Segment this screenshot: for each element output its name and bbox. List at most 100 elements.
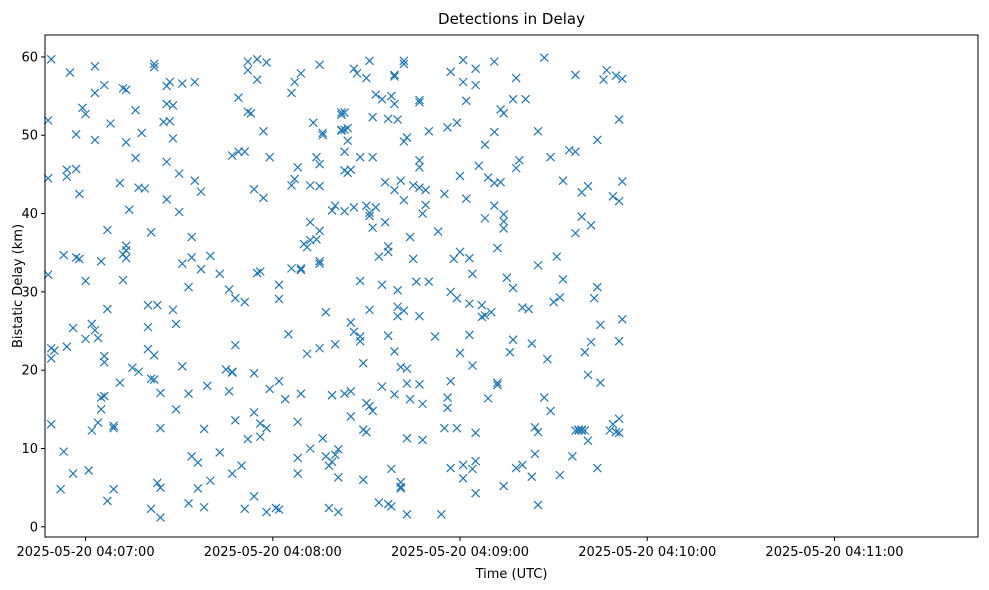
scatter-point <box>143 300 153 310</box>
scatter-point <box>443 403 452 413</box>
scatter-point <box>87 319 97 329</box>
scatter-point <box>474 161 484 171</box>
scatter-point <box>262 57 271 67</box>
scatter-point <box>78 103 87 113</box>
scatter-point <box>355 332 365 341</box>
scatter-point <box>87 426 97 435</box>
chart-title: Detections in Delay <box>438 10 585 28</box>
scatter-point <box>405 394 415 404</box>
scatter-point <box>415 97 424 107</box>
scatter-point <box>321 307 331 317</box>
scatter-point <box>527 339 537 348</box>
scatter-point <box>458 473 468 483</box>
scatter-point <box>174 207 184 217</box>
scatter-point <box>65 68 75 78</box>
scatter-point <box>337 126 346 135</box>
scatter-point <box>533 500 543 510</box>
scatter-point <box>390 185 399 195</box>
scatter-point <box>149 350 159 360</box>
scatter-point <box>262 507 271 517</box>
scatter-point <box>399 56 409 66</box>
scatter-point <box>199 502 209 512</box>
scatter-point <box>90 88 100 98</box>
scatter-point <box>302 349 312 359</box>
scatter-point <box>539 393 549 403</box>
scatter-point <box>458 460 468 470</box>
scatter-point <box>352 68 362 78</box>
scatter-point <box>614 196 624 206</box>
scatter-point <box>477 300 487 310</box>
scatter-point <box>365 401 374 411</box>
scatter-point <box>149 59 159 69</box>
scatter-point <box>227 151 237 161</box>
scatter-point <box>146 227 156 237</box>
scatter-point <box>171 319 181 329</box>
scatter-point <box>608 191 618 201</box>
scatter-point <box>461 96 471 106</box>
scatter-point <box>517 460 527 470</box>
scatter-point <box>408 254 418 264</box>
scatter-point <box>287 88 296 98</box>
scatter-point <box>511 163 521 173</box>
scatter-point <box>168 101 178 110</box>
scatter-point <box>46 419 56 429</box>
scatter-point <box>555 470 565 480</box>
scatter-point <box>496 177 506 187</box>
scatter-point <box>296 389 306 399</box>
scatter-point <box>296 68 306 78</box>
scatter-point <box>355 336 365 346</box>
scatter-point <box>255 419 265 428</box>
scatter-point <box>455 348 465 358</box>
scatter-point <box>90 325 100 335</box>
scatter-point <box>464 330 474 340</box>
scatter-point <box>349 202 359 212</box>
scatter-point <box>184 389 193 399</box>
scatter-point <box>152 300 162 310</box>
scatter-point <box>468 269 477 279</box>
scatter-point <box>240 147 250 157</box>
scatter-point <box>315 259 325 269</box>
scatter-point <box>296 265 306 275</box>
scatter-point <box>115 178 125 188</box>
x-tick-label: 2025-05-20 04:08:00 <box>204 545 342 560</box>
scatter-point <box>533 126 543 136</box>
scatter-point <box>368 152 378 162</box>
scatter-point <box>499 108 509 118</box>
scatter-point <box>156 388 165 398</box>
scatter-point <box>96 404 106 414</box>
scatter-point <box>156 512 165 522</box>
scatter-point <box>390 390 399 399</box>
scatter-point <box>143 322 153 332</box>
scatter-point <box>162 157 172 167</box>
scatter-point <box>224 285 234 294</box>
scatter-point <box>443 393 452 403</box>
scatter-point <box>243 65 253 75</box>
scatter-point <box>383 331 393 341</box>
scatter-point <box>489 127 499 137</box>
scatter-point <box>68 469 78 478</box>
scatter-point <box>115 378 125 388</box>
scatter-point <box>168 305 178 315</box>
scatter-point <box>555 292 565 302</box>
scatter-point <box>234 147 243 157</box>
scatter-point <box>452 423 462 433</box>
scatter-point <box>249 491 259 501</box>
scatter-point <box>477 312 487 322</box>
scatter-point <box>99 80 109 90</box>
scatter-point <box>439 423 449 433</box>
scatter-point <box>343 136 353 146</box>
scatter-point <box>330 450 340 460</box>
scatter-point <box>383 247 393 257</box>
scatter-point <box>109 423 119 433</box>
scatter-point <box>293 469 303 478</box>
x-tick-label: 2025-05-20 04:11:00 <box>765 545 903 560</box>
scatter-point <box>380 217 390 227</box>
scatter-point <box>596 378 605 388</box>
scatter-point <box>265 384 275 394</box>
scatter-point <box>81 109 90 119</box>
scatter-point <box>162 195 172 204</box>
scatter-point <box>190 77 200 87</box>
scatter-point <box>196 264 206 274</box>
scatter-point <box>243 434 253 444</box>
